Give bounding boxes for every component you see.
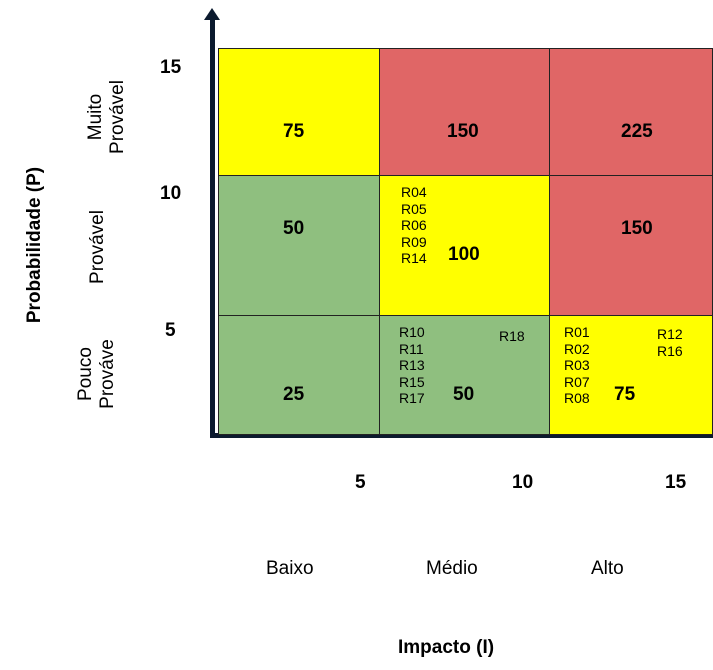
x-tick-10: 10 <box>512 472 534 493</box>
cell-mid-medio: R04 R05 R06 R09 R14 100 <box>379 175 550 316</box>
risk-list: R12 R16 <box>657 326 683 359</box>
cell-bot-medio: R10 R11 R13 R15 R17 R18 50 <box>379 315 550 435</box>
score: 150 <box>621 218 653 239</box>
risk-list: R04 R05 R06 R09 R14 <box>401 184 427 266</box>
cell-mid-alto: 150 <box>549 175 713 316</box>
score: 100 <box>448 244 480 265</box>
y-category-pouco-provavel: Pouco Prováve <box>75 314 119 434</box>
score: 50 <box>283 218 305 239</box>
risk-matrix-grid: 75 150 225 50 R04 R05 R06 R09 R14 100 15… <box>218 48 713 435</box>
x-category-medio: Médio <box>426 558 478 579</box>
x-category-alto: Alto <box>591 558 624 579</box>
risk-list: R01 R02 R03 R07 R08 <box>564 324 590 406</box>
y-category-line: Provável <box>87 210 108 284</box>
x-tick-15: 15 <box>665 472 687 493</box>
cell-top-alto: 225 <box>549 48 713 176</box>
y-axis-arrowhead <box>204 8 220 20</box>
score: 50 <box>453 384 475 405</box>
x-axis-line <box>210 433 713 438</box>
score: 75 <box>283 121 305 142</box>
cell-top-baixo: 75 <box>218 48 380 176</box>
y-tick-10: 10 <box>160 183 182 204</box>
y-axis-line <box>210 16 215 438</box>
score: 25 <box>283 384 305 405</box>
cell-bot-baixo: 25 <box>218 315 380 435</box>
cell-top-medio: 150 <box>379 48 550 176</box>
score: 225 <box>621 121 653 142</box>
score: 150 <box>447 121 479 142</box>
y-category-line: Pouco <box>75 347 96 401</box>
y-tick-5: 5 <box>165 320 176 341</box>
y-tick-15: 15 <box>160 57 182 78</box>
x-tick-5: 5 <box>355 472 366 493</box>
cell-mid-baixo: 50 <box>218 175 380 316</box>
x-category-baixo: Baixo <box>266 558 314 579</box>
risk-list: R10 R11 R13 R15 R17 <box>399 324 425 406</box>
y-category-muito-provavel: Muito Provável <box>85 57 129 177</box>
risk-list: R18 <box>499 328 525 344</box>
y-category-line: Muito <box>85 93 106 141</box>
y-axis-title: Probabilidade (P) <box>24 166 45 324</box>
x-axis-title: Impacto (I) <box>398 637 495 658</box>
y-category-provavel: Provável <box>87 187 109 307</box>
y-category-line: Provável <box>107 80 128 154</box>
y-category-line: Prováve <box>97 339 118 409</box>
score: 75 <box>614 384 636 405</box>
cell-bot-alto: R01 R02 R03 R07 R08 R12 R16 75 <box>549 315 713 435</box>
